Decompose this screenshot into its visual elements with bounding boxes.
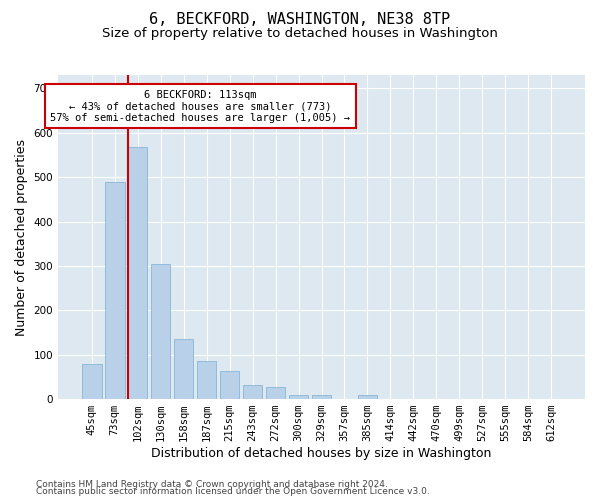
Bar	[82, 364, 101, 399]
Bar	[220, 371, 239, 399]
Bar	[358, 394, 377, 399]
X-axis label: Distribution of detached houses by size in Washington: Distribution of detached houses by size …	[151, 447, 492, 460]
Bar	[289, 394, 308, 399]
Text: Contains HM Land Registry data © Crown copyright and database right 2024.: Contains HM Land Registry data © Crown c…	[36, 480, 388, 489]
Bar	[197, 362, 217, 399]
Bar	[151, 264, 170, 399]
Y-axis label: Number of detached properties: Number of detached properties	[15, 138, 28, 336]
Bar	[266, 387, 286, 399]
Bar	[105, 182, 125, 399]
Text: Size of property relative to detached houses in Washington: Size of property relative to detached ho…	[102, 28, 498, 40]
Text: 6, BECKFORD, WASHINGTON, NE38 8TP: 6, BECKFORD, WASHINGTON, NE38 8TP	[149, 12, 451, 28]
Text: Contains public sector information licensed under the Open Government Licence v3: Contains public sector information licen…	[36, 488, 430, 496]
Bar	[243, 385, 262, 399]
Bar	[174, 339, 193, 399]
Bar	[312, 394, 331, 399]
Bar	[128, 148, 148, 399]
Text: 6 BECKFORD: 113sqm
← 43% of detached houses are smaller (773)
57% of semi-detach: 6 BECKFORD: 113sqm ← 43% of detached hou…	[50, 90, 350, 123]
